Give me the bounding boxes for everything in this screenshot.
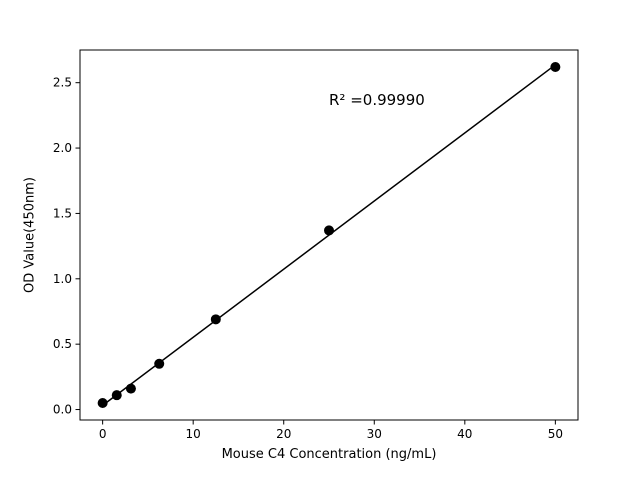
y-axis-label: OD Value(450nm) xyxy=(22,177,38,293)
data-point xyxy=(125,383,136,394)
y-tick-label: 0.0 xyxy=(53,403,72,417)
data-point xyxy=(111,390,122,401)
x-tick-label: 10 xyxy=(186,427,201,441)
data-point xyxy=(210,314,221,325)
x-tick-label: 20 xyxy=(276,427,291,441)
x-tick-label: 30 xyxy=(367,427,382,441)
data-point xyxy=(324,225,334,236)
data-point xyxy=(154,358,165,369)
x-tick-label: 40 xyxy=(457,427,472,441)
x-axis-label: Mouse C4 Concentration (ng/mL) xyxy=(221,447,437,462)
y-tick-label: 1.0 xyxy=(53,272,72,286)
y-tick-label: 2.5 xyxy=(53,76,72,90)
data-point xyxy=(550,61,561,72)
y-tick-label: 0.5 xyxy=(53,337,72,351)
x-tick-label: 0 xyxy=(99,427,107,441)
x-tick-label: 50 xyxy=(548,427,563,441)
r-squared-annotation: R² =0.99990 xyxy=(329,91,425,109)
axes-frame xyxy=(79,49,579,421)
data-point xyxy=(97,398,108,409)
y-tick-label: 2.0 xyxy=(53,141,72,155)
y-tick-label: 1.5 xyxy=(53,206,72,220)
